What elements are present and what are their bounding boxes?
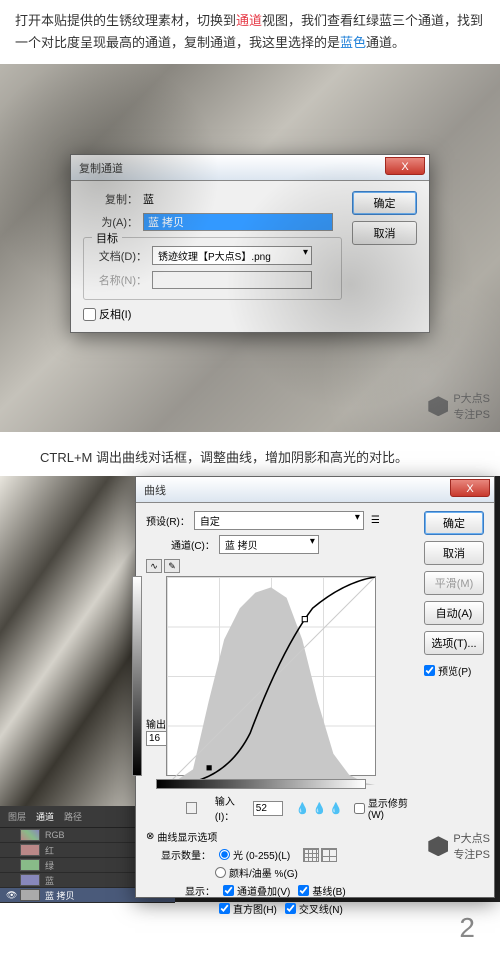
preset-dropdown[interactable]: 自定: [194, 511, 364, 530]
show-label: 显示：: [161, 883, 215, 898]
dialog-titlebar[interactable]: 复制通道 X: [71, 155, 429, 181]
doc-dropdown[interactable]: 锈迹纹理【P大点S】.png: [152, 246, 312, 265]
options-button[interactable]: 选项(T)...: [424, 631, 484, 655]
ok-button[interactable]: 确定: [424, 511, 484, 535]
text: 通道。: [366, 35, 405, 50]
source-label: 复制：: [83, 191, 138, 207]
source-value: 蓝: [143, 191, 154, 207]
input-label: 输入(I)：: [215, 793, 250, 823]
pencil-tool-icon[interactable]: ✎: [164, 559, 180, 573]
close-button[interactable]: X: [450, 479, 490, 497]
watermark: P大点S专注PS: [428, 830, 490, 862]
invert-label: 反相(I): [99, 306, 131, 322]
channel-label: 通道(C)：: [171, 537, 215, 552]
paragraph-2: CTRL+M 调出曲线对话框，调整曲线，增加阴影和高光的对比。: [0, 432, 500, 476]
point-tool-icon[interactable]: ∿: [146, 559, 162, 573]
curve-tool-icons: ∿✎: [146, 559, 416, 573]
preset-label: 预设(R)：: [146, 513, 190, 528]
doc-label: 文档(D)：: [92, 248, 147, 264]
duplicate-channel-dialog: 复制通道 X 复制： 蓝 为(A)： 目标 文档(D)： 锈迹纹理【P大点S】.…: [70, 154, 430, 333]
dialog-title: 复制通道: [79, 160, 123, 176]
white-point-icon[interactable]: 💧: [329, 802, 343, 815]
logo-icon: [428, 396, 448, 416]
intro-paragraph: 打开本贴提供的生锈纹理素材，切换到通道视图，我们查看红绿蓝三个通道，找到一个对比…: [0, 0, 500, 64]
gray-point-icon[interactable]: 💧: [313, 802, 327, 815]
input-input[interactable]: [253, 801, 283, 816]
ok-button[interactable]: 确定: [352, 191, 417, 215]
figure-1: 复制通道 X 复制： 蓝 为(A)： 目标 文档(D)： 锈迹纹理【P大点S】.…: [0, 64, 500, 432]
watermark: P大点S专注PS: [428, 390, 490, 422]
name-input[interactable]: [143, 213, 333, 231]
show-clip-checkbox[interactable]: [354, 803, 365, 814]
light-radio[interactable]: [219, 849, 230, 860]
auto-button[interactable]: 自动(A): [424, 601, 484, 625]
tab-paths[interactable]: 路径: [64, 810, 82, 823]
overlay-checkbox[interactable]: [223, 885, 234, 896]
channel-dropdown[interactable]: 蓝 拷贝: [219, 535, 319, 554]
pigment-radio[interactable]: [215, 867, 226, 878]
figure-2: 图层 通道 路径 RGBCtrl+2 红Ctrl+3 绿Ctrl+4 蓝Ctrl…: [0, 476, 500, 902]
histogram-checkbox[interactable]: [219, 903, 230, 914]
preview-checkbox[interactable]: [424, 665, 435, 676]
output-gradient: [132, 576, 142, 776]
target-legend: 目标: [92, 230, 122, 246]
name-label: 名称(N)：: [92, 272, 147, 288]
black-point-icon[interactable]: 💧: [296, 802, 310, 815]
highlight-blue: 蓝色: [340, 35, 366, 50]
grid-small-icon[interactable]: [303, 848, 319, 862]
close-button[interactable]: X: [385, 157, 425, 175]
intersection-checkbox[interactable]: [285, 903, 296, 914]
target-name-input: [152, 271, 312, 289]
input-gradient: [156, 779, 366, 789]
cancel-button[interactable]: 取消: [424, 541, 484, 565]
text: 打开本贴提供的生锈纹理素材，切换到: [15, 13, 236, 28]
tab-layers[interactable]: 图层: [8, 810, 26, 823]
target-fieldset: 目标 文档(D)： 锈迹纹理【P大点S】.png 名称(N)：: [83, 237, 342, 300]
cancel-button[interactable]: 取消: [352, 221, 417, 245]
invert-checkbox[interactable]: [83, 308, 96, 321]
as-label: 为(A)：: [83, 214, 138, 230]
eyedropper-icons: 💧💧💧: [296, 802, 343, 815]
display-options-toggle[interactable]: ⊗ 曲线显示选项: [146, 829, 416, 844]
baseline-checkbox[interactable]: [298, 885, 309, 896]
curve-editor[interactable]: [166, 576, 376, 776]
logo-icon: [428, 836, 448, 856]
sampler-icon[interactable]: [186, 802, 197, 814]
grid-large-icon[interactable]: [321, 848, 337, 862]
texture-preview: [0, 476, 135, 806]
dialog-titlebar[interactable]: 曲线 X: [136, 477, 494, 503]
dialog-title: 曲线: [144, 482, 166, 498]
tab-channels[interactable]: 通道: [36, 810, 54, 823]
highlight-channel: 通道: [236, 13, 262, 28]
amount-label: 显示数量：: [161, 847, 211, 862]
smooth-button[interactable]: 平滑(M): [424, 571, 484, 595]
